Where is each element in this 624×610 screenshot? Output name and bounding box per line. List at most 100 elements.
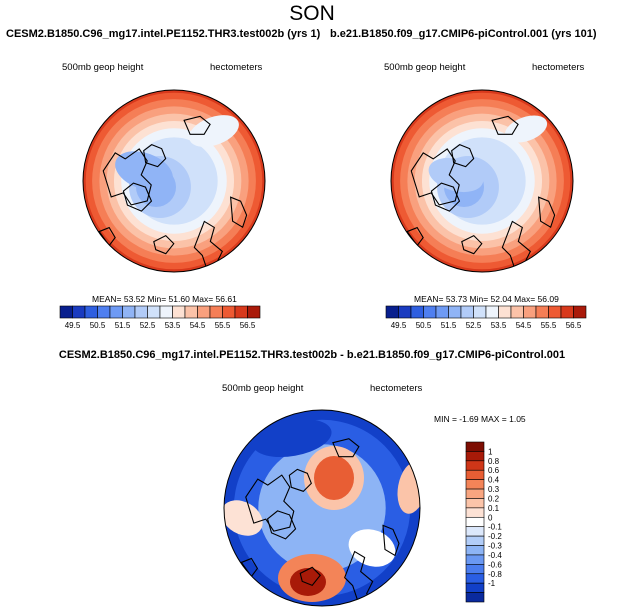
diff-colorbar-tick-label: -0.2 [488,532,502,541]
diff-colorbar-tick-label: -0.4 [488,551,502,560]
panel1-colorbar-swatch [134,305,148,319]
diff-colorbar-tick-label: -0.3 [488,542,502,551]
panel2-map-coastline [410,148,460,206]
diff-colorbar-tick-label: -0.1 [488,523,502,532]
panel2-stats: MEAN= 53.73 Min= 52.04 Max= 56.09 [414,294,559,304]
diff-map [223,409,421,607]
panel1-colorbar-tick-label: 49.5 [65,321,81,330]
panel1-colorbar-swatch [109,305,123,319]
panel1-map-coastline [143,144,167,168]
panel1-colorbar-swatch [72,305,86,319]
diff-colorbar-tick-label: 0.3 [488,485,500,494]
panel2-colorbar-swatch [410,305,424,319]
diff-colorbar-swatch [465,516,485,528]
panel1-map-shade [189,115,239,147]
panel2-colorbar-tick-label: 54.5 [516,321,532,330]
panel1-colorbar-swatch [222,305,236,319]
panel2-map-border [390,89,574,273]
diff-map-shade [252,418,332,458]
panel2-map-coastline [501,220,536,272]
diff-colorbar-swatch [465,498,485,509]
panel2-colorbar-swatch [498,305,512,319]
panel1-map-coastline [122,182,153,212]
diff-map-shade [314,456,354,500]
diff-colorbar-swatch [465,573,485,584]
panel1-colorbar-swatch [197,305,211,319]
diff-colorbar-swatch [465,441,485,452]
panel2-colorbar-swatch [435,305,449,319]
diff-map-coastline [245,474,295,532]
panel2-colorbar-tick-label: 53.5 [491,321,507,330]
diff-colorbar-tick-label: 0.2 [488,494,500,503]
panel1-stats: MEAN= 53.52 Min= 51.60 Max= 56.61 [92,294,237,304]
panel1-colorbar-tick-label: 55.5 [215,321,231,330]
diff-colorbar-swatch [465,469,485,480]
diff-colorbar-swatch [465,545,485,556]
panel1-title: CESM2.B1850.C96_mg17.intel.PE1152.THR3.t… [6,28,321,40]
diff-colorbar-tick-label: -0.8 [488,570,502,579]
diff-map-coastline [288,468,312,492]
panel2-colorbar-swatch [510,305,524,319]
diff-map-coastline [266,510,297,540]
panel1-map-border [82,89,266,273]
panel2-colorbar-tick-label: 50.5 [416,321,432,330]
panel2-map-coastline [537,196,556,229]
diff-map-shade [224,500,263,536]
diff-colorbar-tick-label: 1 [488,447,493,456]
panel2-colorbar-swatch [423,305,437,319]
panel2-map-coastline [461,234,483,255]
diff-map-coastline [332,438,360,458]
panel1-map-coastline [229,196,248,229]
panel2-map-coastline [430,182,461,212]
panel2-colorbar-swatch [460,305,474,319]
panel2-field-label: 500mb geop height [384,62,466,73]
diff-colorbar-swatch [465,592,485,603]
diff-map-border [223,409,421,607]
panel1-colorbar-swatch [84,305,98,319]
panel1-colorbar-tick-label: 54.5 [190,321,206,330]
diff-colorbar-swatch [465,535,485,546]
panel1-colorbar-tick-label: 51.5 [115,321,131,330]
diff-colorbar-swatch [465,488,485,499]
panel1-colorbar-tick-label: 56.5 [240,321,256,330]
diff-map-shade [290,568,326,596]
main-title: SON [289,2,335,25]
panel1-colorbar-swatch [159,305,173,319]
diff-colorbar-swatch [465,479,485,490]
diff-colorbar-tick-label: -0.6 [488,560,502,569]
diff-field-label: 500mb geop height [222,383,304,394]
diff-map-coastline [299,566,321,586]
panel1-field-label: 500mb geop height [62,62,144,73]
panel2-colorbar-swatch [573,305,587,319]
panel1-map-shade [115,151,173,191]
panel2-colorbar-tick-label: 49.5 [391,321,407,330]
diff-colorbar-tick-label: 0.4 [488,476,500,485]
panel1-colorbar-swatch [209,305,223,319]
panel1-units: hectometers [210,62,263,73]
panel2-colorbar-tick-label: 56.5 [566,321,582,330]
panel2-colorbar-swatch [398,305,412,319]
diff-colorbar-swatch [465,460,485,471]
diff-colorbar-tick-label: 0 [488,513,493,522]
panel2-colorbar-tick-label: 51.5 [441,321,457,330]
panel2-colorbar-tick-label: 55.5 [541,321,557,330]
panel1-colorbar-swatch [59,305,73,319]
panel2-title: b.e21.B1850.f09_g17.CMIP6-piControl.001 … [330,28,597,40]
panel2-colorbar-swatch [473,305,487,319]
panel2-colorbar-swatch [485,305,499,319]
diff-colorbar-swatch [465,582,485,593]
panel1-colorbar-swatch [234,305,248,319]
panel2-colorbar-swatch [548,305,562,319]
panel1-map-coastline [193,220,228,272]
panel1-colorbar-tick-label: 53.5 [165,321,181,330]
panel2-units: hectometers [532,62,585,73]
panel2-colorbar-swatch [560,305,574,319]
panel1-colorbar-tick-label: 50.5 [90,321,106,330]
panel2-map-coastline [491,115,519,135]
diff-colorbar-swatch [465,554,485,565]
panel2-map-coastline [451,144,475,168]
diff-map-coastline [382,524,400,557]
diff-colorbar-tick-label: -1 [488,579,496,588]
panel1-colorbar-swatch [247,305,261,319]
